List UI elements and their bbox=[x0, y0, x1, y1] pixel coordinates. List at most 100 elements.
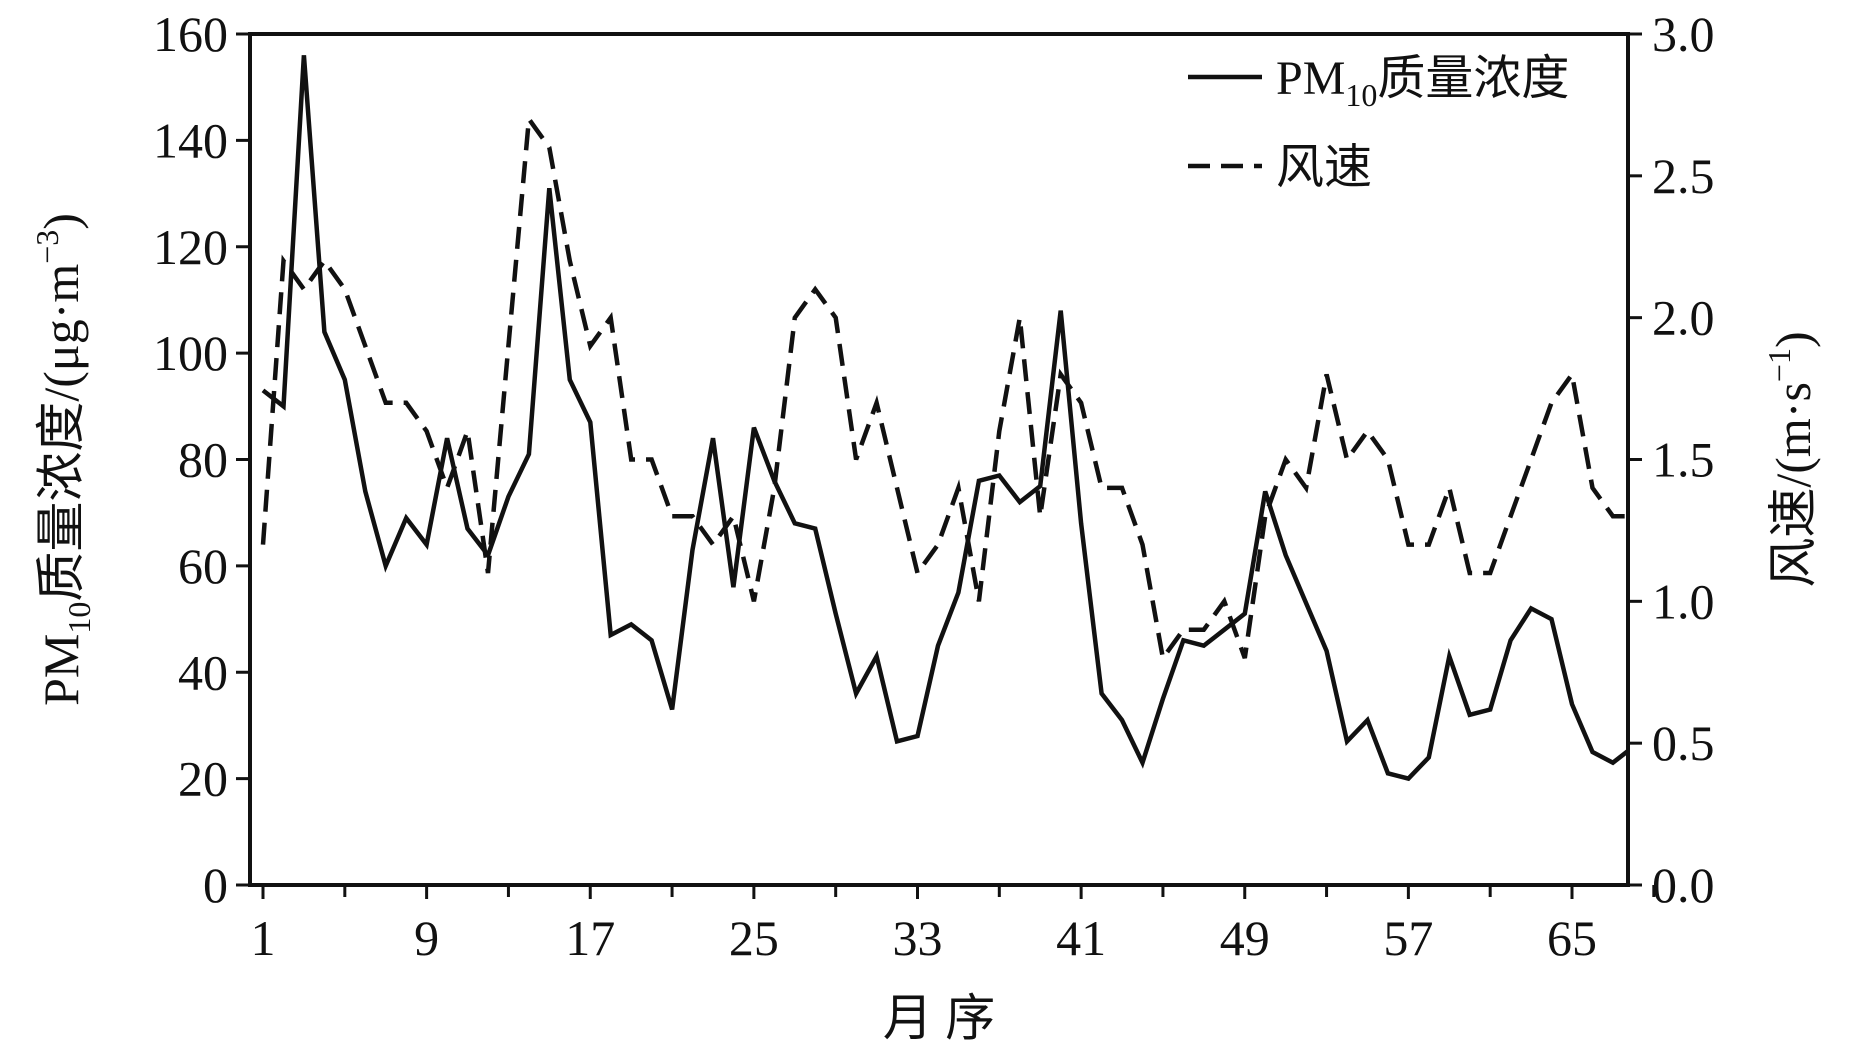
pm10-data-point bbox=[1162, 698, 1163, 699]
wind-speed-data-point bbox=[651, 459, 652, 460]
wind-speed-data-point bbox=[610, 317, 611, 318]
wind-speed-data-point bbox=[1122, 487, 1123, 488]
pm10-data-point bbox=[958, 592, 959, 593]
pm10-data-point bbox=[426, 544, 427, 545]
pm10-data-point bbox=[1347, 741, 1348, 742]
pm10-data-point bbox=[1633, 746, 1634, 747]
wind-speed-data-point bbox=[1490, 572, 1491, 573]
wind-speed-data-point bbox=[1531, 459, 1532, 460]
pm10-data-point bbox=[528, 454, 529, 455]
wind-speed-data-point bbox=[528, 119, 529, 120]
pm10-data-point bbox=[263, 390, 264, 391]
pm10-series-points bbox=[263, 55, 1696, 779]
wind-speed-data-point bbox=[1428, 544, 1429, 545]
pm10-data-point bbox=[1040, 486, 1041, 487]
pm10-data-point bbox=[733, 587, 734, 588]
pm10-data-point bbox=[467, 528, 468, 529]
wind-speed-data-point bbox=[447, 487, 448, 488]
wind-speed-data-point bbox=[324, 260, 325, 261]
pm10-data-point bbox=[1490, 709, 1491, 710]
y-right-tick-label: 2.5 bbox=[1652, 148, 1715, 204]
pm10-data-point bbox=[1101, 693, 1102, 694]
y-left-tick-label: 100 bbox=[153, 325, 228, 381]
pm10-data-point bbox=[692, 549, 693, 550]
y-left-axis-title: PM10质量浓度/(μg·m−3) bbox=[29, 213, 97, 706]
x-tick-label: 17 bbox=[565, 910, 615, 966]
wind-speed-data-point bbox=[1347, 459, 1348, 460]
wind-speed-data-point bbox=[406, 402, 407, 403]
pm10-data-point bbox=[1408, 778, 1409, 779]
wind-speed-data-point bbox=[631, 459, 632, 460]
wind-speed-data-point bbox=[917, 572, 918, 573]
pm10-data-point bbox=[753, 427, 754, 428]
wind-speed-data-point bbox=[1162, 658, 1163, 659]
x-tick-label: 57 bbox=[1383, 910, 1433, 966]
wind-speed-data-point bbox=[1449, 487, 1450, 488]
wind-speed-data-point bbox=[856, 459, 857, 460]
wind-speed-data-point bbox=[590, 346, 591, 347]
pm10-data-point bbox=[1265, 491, 1266, 492]
pm10-data-point bbox=[1510, 640, 1511, 641]
wind-speed-data-point bbox=[1224, 601, 1225, 602]
x-tick-label: 1 bbox=[251, 910, 276, 966]
wind-speed-data-point bbox=[426, 431, 427, 432]
wind-speed-data-point bbox=[794, 317, 795, 318]
pm10-data-point bbox=[1469, 714, 1470, 715]
wind-speed-data-point bbox=[897, 487, 898, 488]
x-axis-title: 月 序 bbox=[883, 990, 996, 1046]
pm10-data-point bbox=[1449, 656, 1450, 657]
wind-speed-data-point bbox=[1408, 544, 1409, 545]
y-right-tick-label: 2.0 bbox=[1652, 290, 1715, 346]
pm10-data-point bbox=[385, 565, 386, 566]
pm10-data-point bbox=[672, 709, 673, 710]
pm10-data-point bbox=[897, 741, 898, 742]
pm10-data-point bbox=[1674, 661, 1675, 662]
pm10-data-point bbox=[610, 635, 611, 636]
x-tick-label: 25 bbox=[729, 910, 779, 966]
wind-speed-data-point bbox=[303, 289, 304, 290]
pm10-data-point bbox=[1612, 762, 1613, 763]
wind-speed-data-point bbox=[978, 601, 979, 602]
pm10-data-point bbox=[1224, 629, 1225, 630]
y-right-tick-label: 1.0 bbox=[1652, 573, 1715, 629]
wind-speed-data-point bbox=[263, 544, 264, 545]
pm10-data-point bbox=[344, 379, 345, 380]
pm10-data-point bbox=[631, 624, 632, 625]
wind-speed-data-point bbox=[1551, 402, 1552, 403]
pm10-data-point bbox=[1531, 608, 1532, 609]
wind-speed-data-point bbox=[733, 516, 734, 517]
wind-speed-data-point bbox=[1203, 629, 1204, 630]
y-right-tick-label: 1.5 bbox=[1652, 432, 1715, 488]
wind-speed-data-point bbox=[1592, 487, 1593, 488]
x-tick-label: 9 bbox=[414, 910, 439, 966]
pm10-data-point bbox=[1183, 640, 1184, 641]
legend-label-wind-speed: 风速 bbox=[1276, 141, 1372, 194]
pm10-data-point bbox=[1285, 555, 1286, 556]
pm10-data-point bbox=[569, 379, 570, 380]
y-left-tick-label: 80 bbox=[178, 432, 228, 488]
x-tick-label: 41 bbox=[1056, 910, 1106, 966]
wind-speed-data-point bbox=[1142, 544, 1143, 545]
wind-speed-data-point bbox=[958, 487, 959, 488]
pm10-data-point bbox=[1592, 752, 1593, 753]
pm10-data-point bbox=[1203, 645, 1204, 646]
pm10-data-point bbox=[508, 496, 509, 497]
legend-label-pm10: PM10质量浓度 bbox=[1276, 52, 1569, 113]
wind-speed-data-point bbox=[1244, 658, 1245, 659]
pm10-series-line bbox=[261, 55, 1626, 782]
x-tick-label: 49 bbox=[1220, 910, 1270, 966]
wind-speed-data-point bbox=[1469, 572, 1470, 573]
y-left-tick-label: 20 bbox=[178, 751, 228, 807]
pm10-data-point bbox=[999, 475, 1000, 476]
pm10-data-point bbox=[1060, 310, 1061, 311]
wind-speed-series-points bbox=[263, 119, 1696, 659]
pm10-data-point bbox=[876, 656, 877, 657]
wind-speed-data-point bbox=[549, 147, 550, 148]
pm10-data-point bbox=[590, 422, 591, 423]
wind-speed-data-point bbox=[1101, 487, 1102, 488]
wind-speed-data-point bbox=[876, 402, 877, 403]
wind-speed-data-point bbox=[1326, 374, 1327, 375]
y-left-axis-title-group: PM10质量浓度/(μg·m−3) bbox=[29, 213, 97, 706]
